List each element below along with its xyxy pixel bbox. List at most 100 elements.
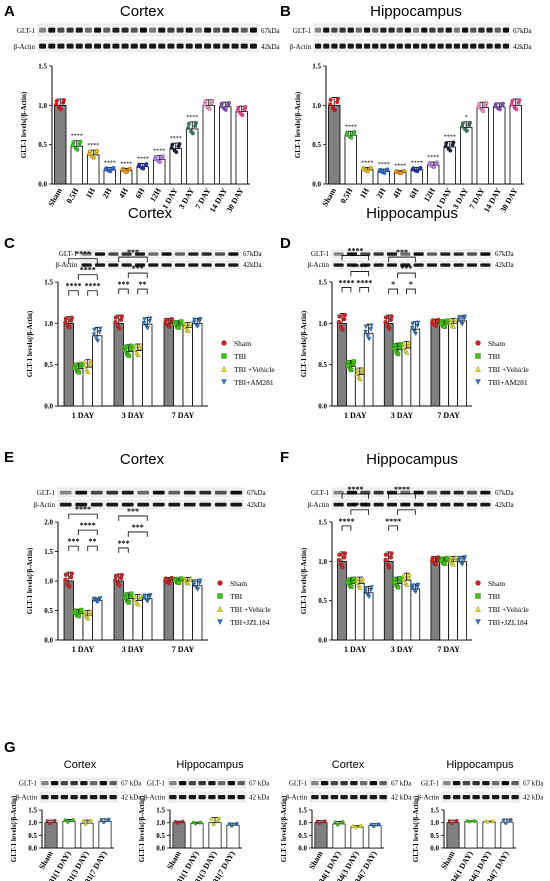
blot-band (185, 27, 193, 33)
data-point (457, 555, 462, 561)
blot-band (369, 781, 378, 786)
data-point (198, 317, 203, 322)
blot-band (214, 502, 227, 507)
significance-stars: **** (444, 135, 456, 141)
data-point (107, 817, 111, 821)
blot-band (445, 43, 452, 49)
legend-label: Sham (230, 579, 247, 588)
bar (344, 134, 357, 185)
data-point (453, 316, 459, 322)
blot-band (339, 43, 346, 49)
data-point (514, 107, 519, 112)
bar (62, 821, 76, 849)
blot-band (413, 252, 424, 256)
data-point (67, 325, 72, 330)
bar (190, 823, 204, 849)
data-point (126, 353, 131, 358)
blot-band (121, 27, 129, 33)
significance-stars: **** (361, 160, 373, 166)
blot-band (169, 781, 177, 786)
blot-strip (79, 260, 241, 270)
data-point (438, 558, 444, 563)
legend-label: TBI +Vehicle (234, 365, 275, 374)
blot-band (152, 490, 165, 495)
blot-band (183, 502, 196, 507)
blot-band (84, 43, 92, 49)
significance-stars: **** (137, 157, 149, 163)
x-tick-label: 12H (148, 186, 163, 203)
blot-band (330, 781, 339, 786)
legend-label: TBI +Vehicle (488, 605, 529, 614)
data-point (335, 96, 340, 101)
data-point (137, 595, 143, 601)
significance-bracket (388, 525, 398, 531)
blot-band (176, 27, 184, 33)
blot-strip (39, 791, 119, 803)
blot-band (330, 795, 339, 800)
blot-band (249, 27, 257, 33)
significance-stars: **** (356, 278, 372, 287)
panel-title-b: Hippocampus (370, 3, 462, 20)
blot-band (482, 795, 490, 800)
significance-stars: *** (400, 264, 412, 273)
blot-band (80, 781, 88, 786)
blot-kda-label: 67 kDa (121, 780, 142, 788)
blot-band (240, 43, 248, 49)
blot-band (201, 263, 212, 267)
y-tick-label: 0.0 (44, 637, 53, 645)
blot-band (426, 490, 438, 495)
blot-band (230, 502, 243, 507)
blot-band (311, 795, 319, 800)
blot-band (386, 252, 398, 256)
data-point (406, 343, 411, 348)
blot-band (437, 27, 444, 33)
blot-band (340, 795, 348, 800)
data-point (433, 323, 438, 329)
blot-strip (441, 777, 521, 789)
data-point (88, 608, 94, 614)
data-point (409, 325, 415, 331)
blot-band (331, 43, 338, 49)
data-point (163, 578, 168, 583)
data-point (407, 340, 412, 345)
significance-stars: * (409, 280, 413, 289)
data-point (462, 555, 468, 560)
data-point (91, 597, 97, 603)
blot-row-label: GLT-1 (37, 489, 56, 497)
data-point (108, 169, 113, 174)
significance-bracket (127, 531, 148, 537)
data-point (415, 323, 420, 329)
x-tick-label: 1H (84, 186, 97, 200)
blot-band (112, 27, 120, 33)
significance-stars: ** (139, 280, 147, 289)
blot-band (70, 781, 78, 786)
blot-band (502, 27, 510, 33)
blot-band (188, 795, 197, 800)
blot-band (185, 43, 193, 49)
data-point (95, 338, 100, 344)
data-point (61, 98, 66, 102)
data-point (415, 169, 420, 174)
data-point (368, 327, 374, 332)
blot-band (347, 43, 354, 49)
data-point (102, 820, 106, 824)
blot-band (89, 781, 98, 786)
western-blot-f: GLT-1 67kDa β-Actin 42kDa (308, 487, 515, 510)
blot-band (421, 43, 428, 49)
blot-band (90, 490, 103, 495)
bar (439, 560, 450, 641)
data-point (221, 340, 227, 346)
blot-band (502, 43, 510, 49)
blot-band (466, 252, 478, 256)
blot-band (152, 502, 165, 507)
blot-band (208, 781, 216, 786)
y-axis-title: GLT-1 levels(/β-Actin) (10, 795, 18, 862)
blot-band (347, 27, 354, 33)
data-point (72, 610, 78, 616)
panel-letter-d: D (280, 235, 291, 252)
legend-label: TBI +Vehicle (230, 605, 271, 614)
bar (192, 322, 203, 407)
significance-bracket (118, 256, 148, 263)
blot-band (323, 43, 330, 49)
